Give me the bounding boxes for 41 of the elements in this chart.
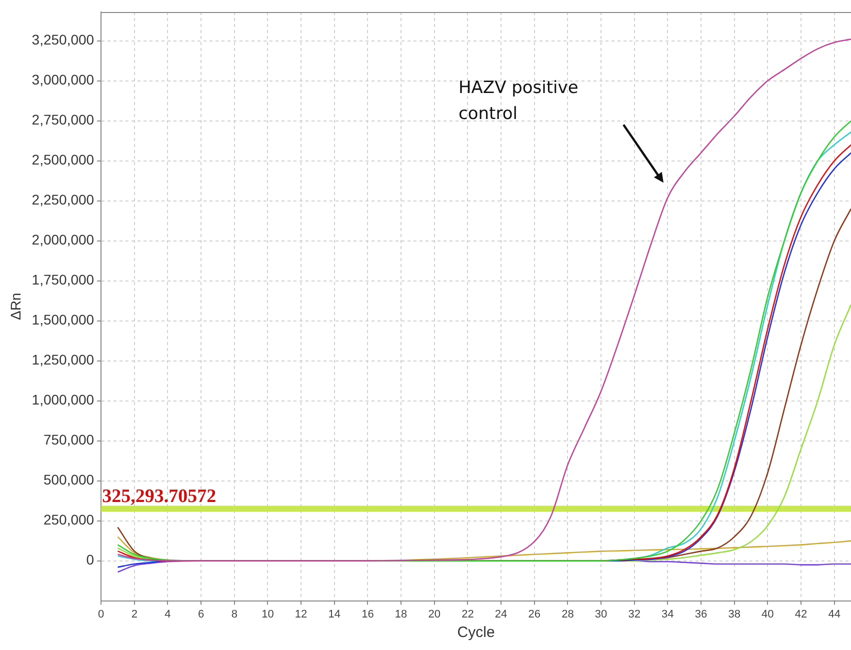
- y-tick-label: 750,000: [43, 432, 94, 448]
- x-tick-label: 20: [428, 608, 441, 620]
- x-tick-label: 4: [164, 608, 171, 620]
- y-tick-label: 0: [86, 552, 94, 568]
- y-tick-label: 250,000: [43, 512, 94, 528]
- x-tick-label: 38: [728, 608, 740, 620]
- y-tick-label: 3,250,000: [32, 32, 94, 48]
- y-tick-label: 2,750,000: [32, 112, 94, 128]
- x-tick-label: 24: [494, 608, 508, 620]
- x-tick-label: 34: [662, 608, 674, 620]
- y-tick-label: 3,000,000: [32, 72, 94, 88]
- x-tick-label: 0: [98, 608, 104, 620]
- y-axis-title: ΔRn: [7, 292, 24, 320]
- ref-line-label: 325,293.70572: [102, 486, 216, 508]
- x-tick-label: 6: [198, 608, 204, 620]
- y-tick-label: 2,250,000: [32, 192, 94, 208]
- x-tick-label: 12: [294, 608, 308, 620]
- x-tick-label: 30: [594, 608, 608, 620]
- y-tick-label: 2,500,000: [32, 152, 94, 168]
- x-tick-label: 18: [394, 608, 408, 620]
- x-tick-label: 10: [262, 608, 274, 620]
- x-tick-label: 22: [462, 608, 474, 620]
- x-tick-label: 32: [628, 608, 640, 620]
- x-tick-label: 14: [328, 608, 341, 620]
- x-tick-label: 40: [762, 608, 774, 620]
- x-tick-label: 28: [562, 608, 574, 620]
- y-tick-label: 500,000: [43, 472, 94, 488]
- x-tick-label: 2: [131, 608, 138, 620]
- x-tick-label: 44: [828, 608, 840, 620]
- x-tick-label: 26: [528, 608, 540, 620]
- y-tick-label: 1,000,000: [32, 392, 94, 408]
- y-tick-label: 2,000,000: [32, 232, 94, 248]
- x-tick-label: 42: [794, 608, 808, 620]
- y-tick-label: 1,500,000: [32, 312, 94, 328]
- x-axis-title: Cycle: [457, 624, 495, 642]
- annotation: HAZV positive control: [458, 78, 578, 124]
- y-tick-label: 1,250,000: [32, 352, 94, 368]
- y-tick-label: 1,750,000: [32, 272, 94, 288]
- x-tick-label: 36: [694, 608, 708, 620]
- x-tick-label: 16: [362, 608, 374, 620]
- x-tick-label: 8: [231, 608, 238, 620]
